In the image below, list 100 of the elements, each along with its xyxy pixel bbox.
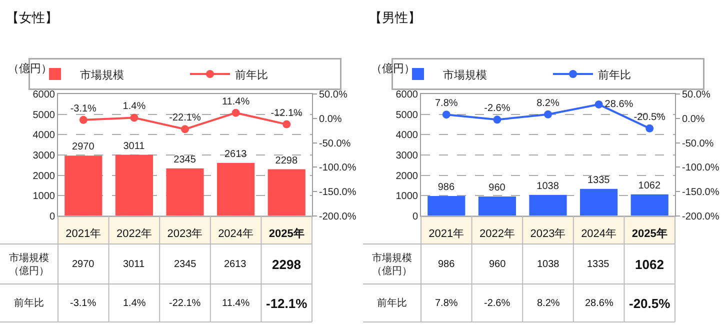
data-label: 2613 (224, 259, 247, 270)
text: -20.5% (634, 112, 666, 123)
y-tick-label: 1000 (396, 191, 418, 202)
legend-label: 市場規模 (80, 68, 124, 82)
bar (428, 196, 466, 216)
y2-tick-label: -100.0% (319, 162, 356, 174)
text: 1.4% (122, 101, 146, 112)
y-tick-label: 6000 (396, 90, 418, 100)
y-tick-label: 5000 (32, 110, 56, 121)
point (442, 110, 450, 119)
y-tick-label: 2000 (32, 170, 56, 182)
bar (529, 194, 567, 216)
data-label: 960 (489, 259, 506, 270)
y-tick-label: 4000 (396, 130, 418, 142)
y2-tick-label: -50.0% (682, 138, 714, 150)
data-label: 11.4% (222, 298, 250, 309)
y2-tick-label: -100.0% (682, 162, 720, 174)
x-tick-label: 2024年 (581, 228, 617, 240)
y2-tick-label: -150.0% (319, 187, 356, 198)
text: 市場規模 (372, 253, 412, 264)
y-tick-label: 2000 (396, 170, 418, 182)
bar (630, 194, 668, 216)
y-tick-label: 1000 (32, 191, 56, 202)
point (79, 116, 88, 124)
bar (166, 168, 204, 216)
data-label: -20.5% (629, 296, 671, 311)
y2-tick-label: -150.0% (682, 187, 720, 198)
data-label: 8.2% (537, 298, 560, 309)
text: 986 (438, 182, 455, 193)
data-label: 7.8% (435, 298, 458, 309)
y2-tick-label: 0.0% (319, 114, 342, 125)
data-label: 2298 (272, 257, 301, 272)
text: -3.1% (70, 103, 96, 114)
point (282, 120, 291, 128)
text: 市場規模 (9, 253, 49, 264)
x-tick-label: 2021年 (428, 228, 464, 240)
y-tick-label: 6000 (32, 90, 56, 100)
text: （億円） (9, 266, 49, 277)
text: 1062 (638, 180, 661, 192)
bar (580, 188, 618, 216)
y-tick-label: 0 (412, 212, 418, 222)
point (130, 114, 138, 122)
legend-label: 前年比 (598, 68, 631, 82)
legend-label: 前年比 (235, 68, 268, 82)
text: 前年比 (14, 298, 44, 309)
y-axis-title: （億円） (371, 62, 415, 75)
text: 28.6% (604, 98, 634, 110)
x-tick-label: 2025年 (632, 227, 668, 240)
point (594, 100, 603, 108)
y2-tick-label: -200.0% (319, 212, 356, 222)
y2-tick-label: 50.0% (682, 90, 710, 100)
data-label: 986 (438, 259, 456, 270)
point (493, 116, 502, 124)
bar (64, 156, 102, 216)
data-label: 1038 (537, 259, 560, 270)
data-label: 1.4% (123, 298, 146, 309)
text: -12.1% (270, 108, 302, 119)
text: 1335 (587, 174, 610, 186)
point (544, 110, 552, 118)
y-tick-label: 0 (49, 212, 56, 222)
point (181, 125, 189, 134)
text: 2345 (174, 154, 196, 166)
bar (268, 169, 306, 216)
data-label: 2345 (174, 259, 197, 270)
chart-title: 【男性】 (369, 10, 421, 25)
data-label: -3.1% (70, 298, 96, 309)
data-label: 1335 (587, 259, 610, 270)
bar (115, 154, 153, 216)
text: 2298 (275, 155, 298, 166)
legend-label: 市場規模 (443, 68, 487, 82)
x-tick-label: 2021年 (66, 228, 102, 240)
text: 前年比 (377, 298, 407, 309)
y-tick-label: 3000 (396, 150, 418, 162)
text: 11.4% (222, 96, 250, 108)
y-tick-label: 3000 (32, 150, 56, 162)
bar (478, 196, 516, 216)
bar (217, 162, 255, 216)
text: 2970 (72, 142, 94, 153)
chart-title: 【女性】 (6, 10, 58, 25)
x-tick-label: 2023年 (530, 228, 566, 240)
text: 960 (488, 182, 506, 194)
y2-tick-label: -200.0% (682, 212, 720, 222)
y2-tick-label: 50.0% (319, 90, 348, 100)
data-label: 28.6% (585, 298, 614, 309)
text: 2613 (224, 148, 247, 160)
y2-tick-label: 0.0% (682, 114, 705, 125)
text: 1038 (536, 180, 559, 192)
y2-tick-label: -50.0% (319, 138, 351, 150)
x-tick-label: 2022年 (116, 228, 152, 240)
text: -2.6% (484, 103, 510, 114)
y-tick-label: 5000 (396, 110, 418, 121)
data-label: 3011 (123, 259, 145, 270)
text: 7.8% (435, 98, 458, 110)
text: （億円） (372, 266, 412, 277)
data-label: -2.6% (484, 298, 510, 309)
point (646, 124, 654, 132)
data-label: 2970 (72, 259, 95, 270)
text: 8.2% (536, 98, 560, 109)
x-tick-label: 2024年 (218, 228, 254, 240)
x-tick-label: 2022年 (479, 228, 515, 240)
